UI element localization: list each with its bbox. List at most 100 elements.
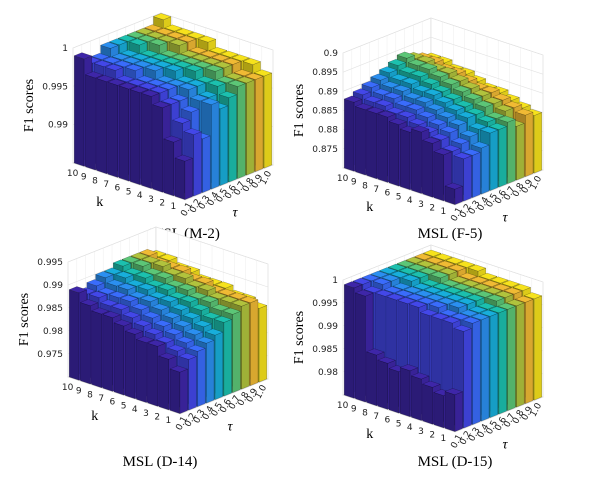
z-tick-label: 0.99 — [48, 121, 68, 131]
bar-front — [533, 295, 542, 401]
bar-top — [417, 297, 436, 305]
bar-top — [174, 154, 194, 162]
bar-top — [418, 267, 438, 275]
bar-top — [492, 283, 512, 291]
bar-front — [525, 111, 534, 177]
bar-top — [430, 271, 449, 279]
bar-top — [171, 53, 190, 61]
bar-top — [474, 100, 494, 108]
bar-side — [400, 367, 411, 418]
bar-top — [191, 303, 210, 311]
z-tick-label: 0.89 — [318, 87, 338, 97]
bar-top — [211, 54, 230, 62]
bar-top — [398, 66, 418, 74]
bar-top — [184, 64, 204, 72]
bar-top — [175, 336, 195, 344]
bar-top — [432, 85, 452, 93]
bar-top — [430, 133, 450, 141]
bar-top — [143, 268, 163, 275]
bar-front — [258, 305, 267, 383]
bar-top — [188, 46, 208, 54]
bar-top — [116, 75, 135, 83]
bar-top — [497, 302, 516, 310]
bar-top — [418, 62, 438, 70]
z-tick-label: 1 — [62, 44, 68, 54]
bar-top — [177, 35, 197, 43]
bar-top — [182, 311, 201, 319]
panel: 0.9750.980.9850.990.995123456789100.10.2… — [17, 226, 269, 470]
bar-top — [136, 75, 155, 83]
bar-top — [447, 264, 467, 272]
bar-top — [468, 122, 488, 130]
k-tick-label: 3 — [418, 427, 424, 437]
bar-top — [428, 118, 448, 126]
bar-top — [142, 311, 161, 319]
caption: MSL (D-14) — [123, 454, 198, 470]
bar-side — [377, 113, 388, 183]
bar-top — [204, 64, 224, 72]
k-tick-label: 2 — [154, 412, 160, 422]
bar-top — [236, 76, 255, 84]
k-tick-label: 4 — [132, 405, 138, 415]
bar-top — [131, 53, 150, 61]
bar-top — [118, 82, 138, 90]
bar-side — [113, 322, 125, 396]
bar-top — [450, 74, 469, 82]
k-tick-label: 4 — [137, 191, 143, 201]
bar-top — [151, 303, 170, 311]
bar-top — [73, 52, 93, 60]
bar-side — [96, 78, 107, 174]
bar-front — [228, 94, 237, 183]
tau-tick-label: 1.0 — [529, 401, 545, 419]
bar-top — [159, 253, 178, 261]
bar-front — [525, 299, 534, 404]
panel: 0.980.9850.990.9951123456789100.10.20.30… — [292, 244, 545, 470]
bar-top — [142, 57, 162, 64]
k-tick-label: 7 — [373, 185, 379, 195]
tau-tick-label: 1.0 — [529, 174, 545, 192]
bar-top — [168, 291, 188, 299]
bar-top — [215, 281, 234, 289]
bar-top — [361, 81, 380, 88]
bar-top — [459, 130, 479, 137]
bar-top — [403, 92, 423, 100]
bar-top — [412, 282, 432, 290]
bar-top — [153, 319, 173, 327]
bar-top — [512, 283, 532, 291]
bar-front — [179, 368, 188, 414]
k-axis-label: k — [366, 427, 373, 442]
tau-tick-label: 1.0 — [259, 169, 275, 187]
bar-top — [483, 97, 503, 104]
bar-top — [486, 294, 505, 302]
bar-top — [196, 76, 215, 83]
bar-top — [140, 49, 159, 57]
bar-top — [135, 336, 155, 343]
bar-top — [219, 295, 239, 303]
bar-top — [231, 299, 250, 307]
bar-top — [408, 118, 428, 126]
bar-top — [450, 313, 470, 320]
bar-top — [175, 271, 194, 279]
bar-top — [139, 249, 158, 256]
bar-top — [171, 303, 190, 311]
bar-top — [343, 281, 363, 289]
z-tick-label: 0.995 — [312, 299, 338, 309]
bar-top — [188, 292, 208, 299]
bar-top — [195, 336, 215, 344]
bar-top — [422, 249, 442, 257]
bar-top — [97, 287, 117, 295]
bar-top — [176, 75, 195, 83]
z-tick-label: 0.99 — [318, 322, 338, 332]
bar-top — [445, 257, 464, 265]
bar-top — [107, 78, 126, 86]
bar-top — [503, 101, 523, 108]
bar-top — [111, 303, 130, 310]
k-tick-label: 10 — [67, 169, 79, 179]
k-tick-label: 10 — [62, 383, 74, 393]
bar-top — [173, 320, 193, 327]
bar-top — [363, 95, 383, 103]
bar-top — [457, 111, 476, 119]
bar-top — [430, 70, 449, 78]
bar-top — [162, 57, 182, 65]
